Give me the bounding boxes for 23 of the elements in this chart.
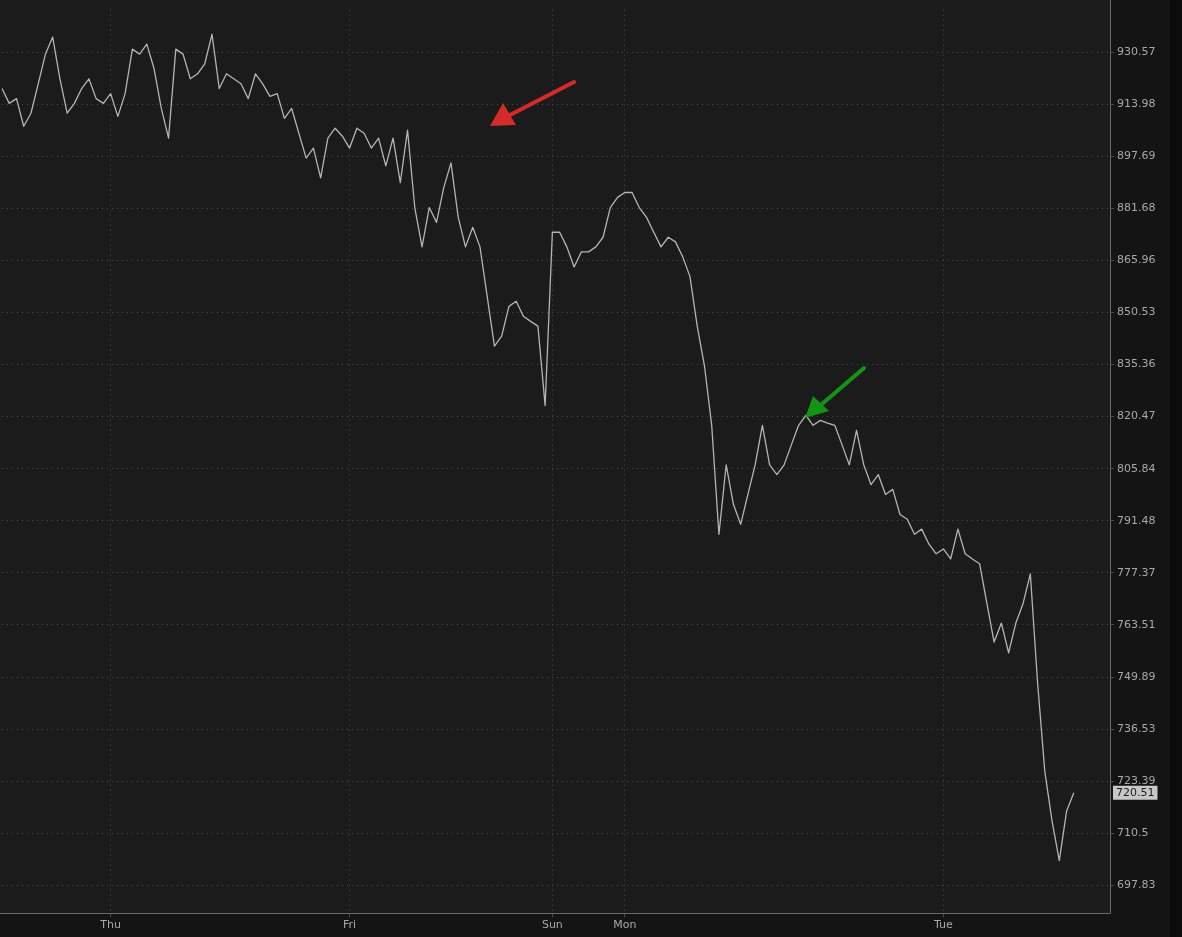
y-tick-label: 710.5: [1117, 826, 1149, 840]
y-tick-label: 865.96: [1117, 253, 1156, 267]
y-tick-label: 763.51: [1117, 617, 1156, 631]
y-tick-label: 723.39: [1117, 774, 1156, 788]
y-tick-label: 805.84: [1117, 461, 1156, 475]
y-tick-label: 820.47: [1117, 409, 1156, 423]
y-tick-label: 697.83: [1117, 878, 1156, 892]
y-tick-label: 913.98: [1117, 96, 1156, 110]
y-tick-label: 749.89: [1117, 669, 1156, 683]
text: 720.51: [1116, 785, 1155, 799]
y-tick-label: 897.69: [1117, 149, 1156, 163]
x-tick-label: Sun: [541, 918, 563, 932]
x-tick-label: Thu: [99, 918, 121, 932]
y-tick-label: 850.53: [1117, 305, 1156, 319]
x-tick-label: Tue: [933, 918, 954, 932]
x-tick-label: Mon: [613, 918, 637, 932]
y-tick-label: 791.48: [1117, 513, 1156, 527]
y-tick-label: 835.36: [1117, 357, 1156, 371]
y-tick-label: 777.37: [1117, 565, 1156, 579]
y-tick-label: 881.68: [1117, 201, 1156, 215]
x-tick-label: Fri: [343, 918, 357, 932]
y-tick-label: 930.57: [1117, 44, 1156, 58]
y-tick-label: 736.53: [1117, 721, 1156, 735]
